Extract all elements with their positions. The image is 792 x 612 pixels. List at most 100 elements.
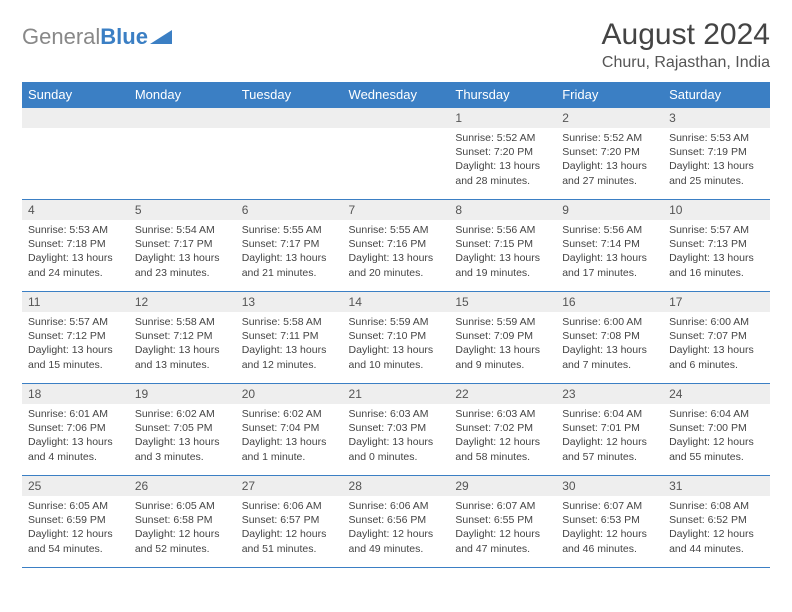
day-ss: Sunset: 7:12 PM bbox=[28, 329, 123, 343]
day-d2: and 54 minutes. bbox=[28, 542, 123, 556]
day-content: Sunrise: 6:07 AMSunset: 6:53 PMDaylight:… bbox=[556, 496, 663, 559]
day-ss: Sunset: 7:13 PM bbox=[669, 237, 764, 251]
weekday-header: Saturday bbox=[663, 82, 770, 108]
calendar-day-cell bbox=[236, 108, 343, 200]
day-d1: Daylight: 13 hours bbox=[28, 435, 123, 449]
month-title: August 2024 bbox=[602, 18, 770, 52]
day-sr: Sunrise: 6:02 AM bbox=[135, 407, 230, 421]
day-content: Sunrise: 5:56 AMSunset: 7:15 PMDaylight:… bbox=[449, 220, 556, 283]
day-content: Sunrise: 6:05 AMSunset: 6:58 PMDaylight:… bbox=[129, 496, 236, 559]
calendar-day-cell: 6Sunrise: 5:55 AMSunset: 7:17 PMDaylight… bbox=[236, 200, 343, 292]
day-ss: Sunset: 7:19 PM bbox=[669, 145, 764, 159]
day-number: 20 bbox=[236, 384, 343, 404]
day-content: Sunrise: 5:57 AMSunset: 7:12 PMDaylight:… bbox=[22, 312, 129, 375]
empty-day-header bbox=[236, 108, 343, 128]
day-sr: Sunrise: 5:53 AM bbox=[28, 223, 123, 237]
weekday-header: Tuesday bbox=[236, 82, 343, 108]
day-d2: and 25 minutes. bbox=[669, 174, 764, 188]
day-d2: and 44 minutes. bbox=[669, 542, 764, 556]
day-sr: Sunrise: 5:56 AM bbox=[455, 223, 550, 237]
day-number: 21 bbox=[343, 384, 450, 404]
day-d1: Daylight: 12 hours bbox=[669, 527, 764, 541]
day-ss: Sunset: 7:05 PM bbox=[135, 421, 230, 435]
day-d1: Daylight: 12 hours bbox=[242, 527, 337, 541]
day-d2: and 1 minute. bbox=[242, 450, 337, 464]
calendar-week-row: 25Sunrise: 6:05 AMSunset: 6:59 PMDayligh… bbox=[22, 476, 770, 568]
calendar-day-cell: 9Sunrise: 5:56 AMSunset: 7:14 PMDaylight… bbox=[556, 200, 663, 292]
logo-text-1: General bbox=[22, 24, 100, 50]
day-ss: Sunset: 7:17 PM bbox=[242, 237, 337, 251]
day-d2: and 6 minutes. bbox=[669, 358, 764, 372]
day-content: Sunrise: 6:03 AMSunset: 7:03 PMDaylight:… bbox=[343, 404, 450, 467]
day-d2: and 47 minutes. bbox=[455, 542, 550, 556]
day-d1: Daylight: 13 hours bbox=[242, 343, 337, 357]
calendar-day-cell: 2Sunrise: 5:52 AMSunset: 7:20 PMDaylight… bbox=[556, 108, 663, 200]
day-ss: Sunset: 7:18 PM bbox=[28, 237, 123, 251]
day-d1: Daylight: 12 hours bbox=[669, 435, 764, 449]
day-number: 17 bbox=[663, 292, 770, 312]
day-number: 30 bbox=[556, 476, 663, 496]
day-number: 14 bbox=[343, 292, 450, 312]
calendar-day-cell: 13Sunrise: 5:58 AMSunset: 7:11 PMDayligh… bbox=[236, 292, 343, 384]
day-d2: and 13 minutes. bbox=[135, 358, 230, 372]
calendar-week-row: 4Sunrise: 5:53 AMSunset: 7:18 PMDaylight… bbox=[22, 200, 770, 292]
day-d1: Daylight: 13 hours bbox=[455, 251, 550, 265]
day-content: Sunrise: 5:58 AMSunset: 7:12 PMDaylight:… bbox=[129, 312, 236, 375]
day-d2: and 49 minutes. bbox=[349, 542, 444, 556]
day-content: Sunrise: 6:02 AMSunset: 7:04 PMDaylight:… bbox=[236, 404, 343, 467]
day-d1: Daylight: 13 hours bbox=[562, 251, 657, 265]
day-ss: Sunset: 7:15 PM bbox=[455, 237, 550, 251]
day-d2: and 9 minutes. bbox=[455, 358, 550, 372]
day-d2: and 10 minutes. bbox=[349, 358, 444, 372]
calendar-day-cell: 28Sunrise: 6:06 AMSunset: 6:56 PMDayligh… bbox=[343, 476, 450, 568]
day-d2: and 12 minutes. bbox=[242, 358, 337, 372]
day-ss: Sunset: 7:20 PM bbox=[562, 145, 657, 159]
day-number: 7 bbox=[343, 200, 450, 220]
day-d1: Daylight: 13 hours bbox=[455, 159, 550, 173]
day-sr: Sunrise: 5:57 AM bbox=[28, 315, 123, 329]
day-content: Sunrise: 6:01 AMSunset: 7:06 PMDaylight:… bbox=[22, 404, 129, 467]
day-content: Sunrise: 5:54 AMSunset: 7:17 PMDaylight:… bbox=[129, 220, 236, 283]
day-sr: Sunrise: 5:52 AM bbox=[455, 131, 550, 145]
day-ss: Sunset: 6:53 PM bbox=[562, 513, 657, 527]
page-header: GeneralBlue August 2024 Churu, Rajasthan… bbox=[22, 18, 770, 72]
day-number: 10 bbox=[663, 200, 770, 220]
calendar-week-row: 18Sunrise: 6:01 AMSunset: 7:06 PMDayligh… bbox=[22, 384, 770, 476]
day-sr: Sunrise: 6:04 AM bbox=[669, 407, 764, 421]
day-sr: Sunrise: 5:55 AM bbox=[242, 223, 337, 237]
day-sr: Sunrise: 6:04 AM bbox=[562, 407, 657, 421]
day-d1: Daylight: 12 hours bbox=[562, 527, 657, 541]
day-ss: Sunset: 7:04 PM bbox=[242, 421, 337, 435]
day-d2: and 28 minutes. bbox=[455, 174, 550, 188]
day-ss: Sunset: 7:12 PM bbox=[135, 329, 230, 343]
day-d2: and 0 minutes. bbox=[349, 450, 444, 464]
weekday-header: Monday bbox=[129, 82, 236, 108]
day-ss: Sunset: 6:58 PM bbox=[135, 513, 230, 527]
calendar-day-cell: 18Sunrise: 6:01 AMSunset: 7:06 PMDayligh… bbox=[22, 384, 129, 476]
weekday-header: Friday bbox=[556, 82, 663, 108]
calendar-day-cell: 11Sunrise: 5:57 AMSunset: 7:12 PMDayligh… bbox=[22, 292, 129, 384]
day-content: Sunrise: 5:55 AMSunset: 7:16 PMDaylight:… bbox=[343, 220, 450, 283]
calendar-day-cell: 27Sunrise: 6:06 AMSunset: 6:57 PMDayligh… bbox=[236, 476, 343, 568]
day-d1: Daylight: 12 hours bbox=[349, 527, 444, 541]
calendar-day-cell: 3Sunrise: 5:53 AMSunset: 7:19 PMDaylight… bbox=[663, 108, 770, 200]
day-content: Sunrise: 6:08 AMSunset: 6:52 PMDaylight:… bbox=[663, 496, 770, 559]
day-d2: and 27 minutes. bbox=[562, 174, 657, 188]
day-number: 16 bbox=[556, 292, 663, 312]
day-sr: Sunrise: 6:03 AM bbox=[349, 407, 444, 421]
calendar-day-cell: 24Sunrise: 6:04 AMSunset: 7:00 PMDayligh… bbox=[663, 384, 770, 476]
day-content: Sunrise: 6:06 AMSunset: 6:57 PMDaylight:… bbox=[236, 496, 343, 559]
day-content: Sunrise: 6:02 AMSunset: 7:05 PMDaylight:… bbox=[129, 404, 236, 467]
day-sr: Sunrise: 6:01 AM bbox=[28, 407, 123, 421]
day-content: Sunrise: 6:00 AMSunset: 7:07 PMDaylight:… bbox=[663, 312, 770, 375]
title-block: August 2024 Churu, Rajasthan, India bbox=[602, 18, 770, 72]
calendar-day-cell: 16Sunrise: 6:00 AMSunset: 7:08 PMDayligh… bbox=[556, 292, 663, 384]
day-d2: and 20 minutes. bbox=[349, 266, 444, 280]
calendar-day-cell: 21Sunrise: 6:03 AMSunset: 7:03 PMDayligh… bbox=[343, 384, 450, 476]
day-content: Sunrise: 6:07 AMSunset: 6:55 PMDaylight:… bbox=[449, 496, 556, 559]
day-number: 9 bbox=[556, 200, 663, 220]
weekday-header-row: Sunday Monday Tuesday Wednesday Thursday… bbox=[22, 82, 770, 108]
day-sr: Sunrise: 6:06 AM bbox=[349, 499, 444, 513]
calendar-day-cell: 15Sunrise: 5:59 AMSunset: 7:09 PMDayligh… bbox=[449, 292, 556, 384]
calendar-day-cell: 19Sunrise: 6:02 AMSunset: 7:05 PMDayligh… bbox=[129, 384, 236, 476]
